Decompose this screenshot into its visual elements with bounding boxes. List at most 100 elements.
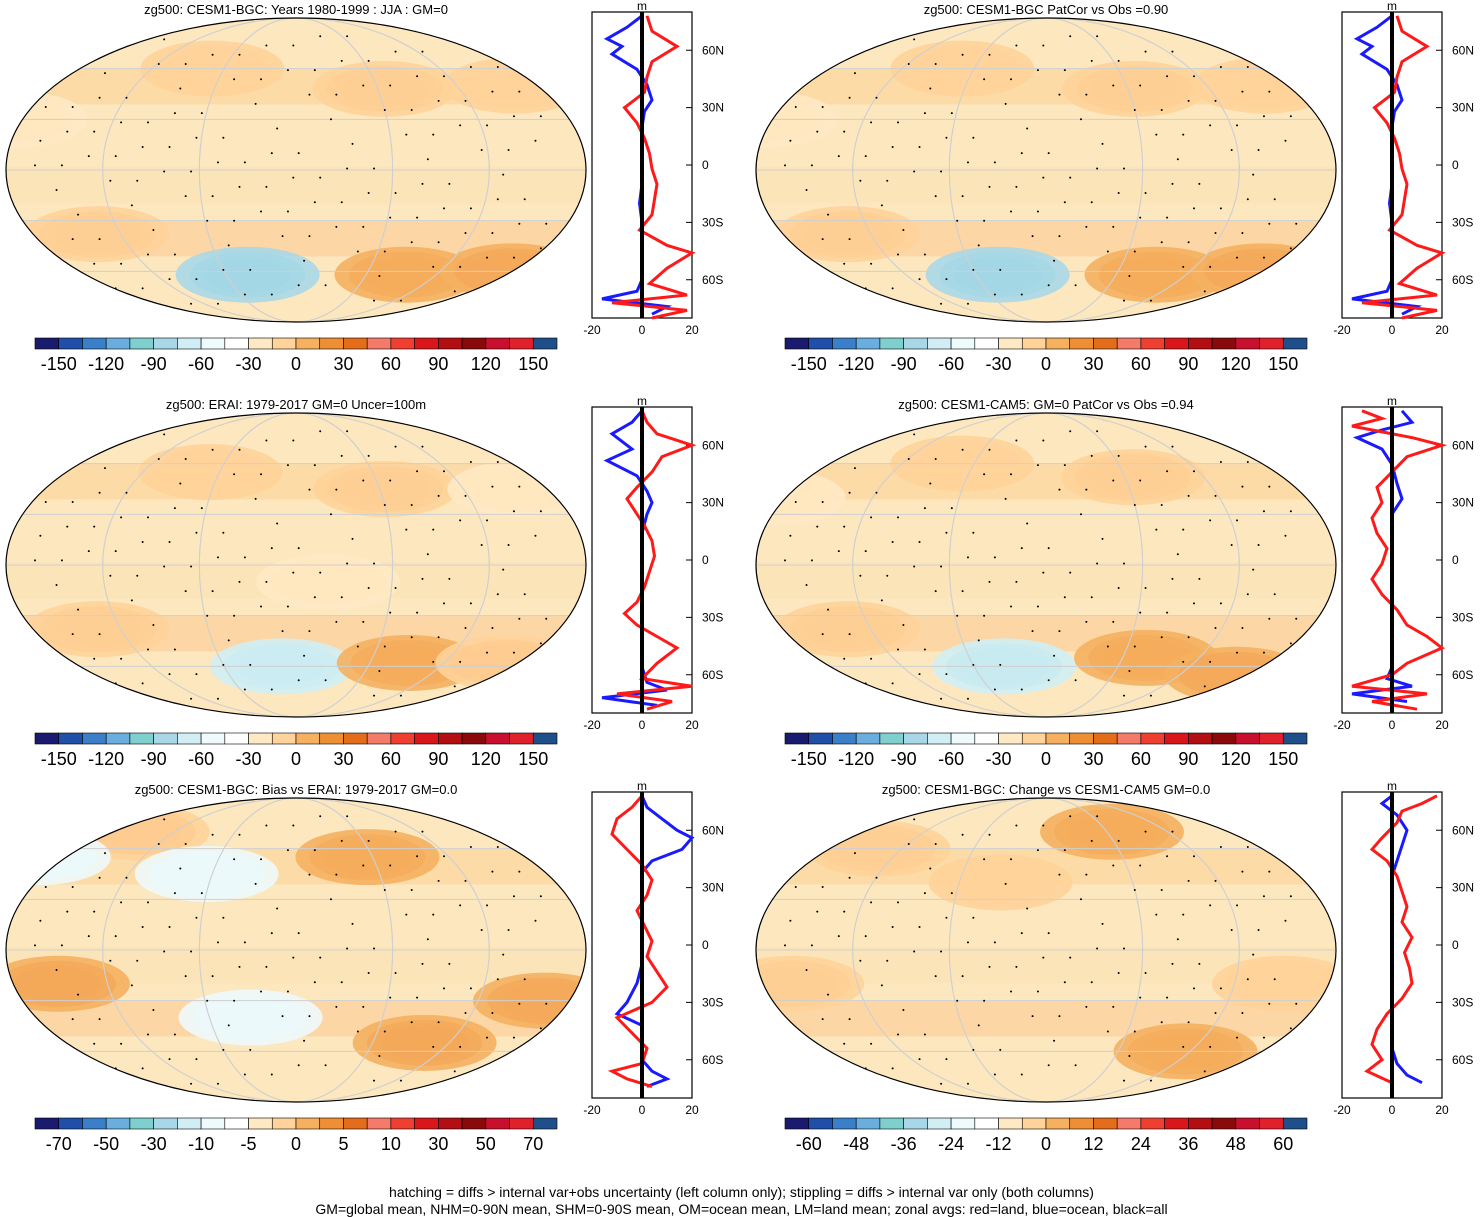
anomaly-blob — [443, 57, 586, 114]
stipple-dot — [260, 605, 263, 608]
stipple-dot — [1171, 962, 1174, 965]
stipple-dot — [389, 996, 392, 999]
stipple-dot — [1289, 642, 1292, 645]
stipple-dot — [93, 1042, 96, 1045]
stipple-dot — [810, 1076, 813, 1079]
stipple-dot — [988, 833, 991, 836]
stipple-dot — [837, 1076, 840, 1079]
stipple-dot — [902, 1008, 905, 1011]
colorbar-tick-label: -60 — [938, 749, 964, 769]
zonal-lat-label: 30N — [1452, 101, 1474, 115]
stipple-dot — [93, 657, 96, 660]
stipple-dot — [211, 195, 214, 198]
stipple-dot — [464, 232, 467, 235]
stipple-dot — [1085, 93, 1088, 96]
stipple-dot — [940, 697, 943, 700]
stipple-dot — [1160, 636, 1163, 639]
stipple-dot — [1133, 645, 1136, 648]
stipple-dot — [222, 916, 225, 919]
stipple-dot — [243, 161, 246, 164]
stipple-dot — [222, 531, 225, 534]
stipple-dot — [426, 938, 429, 941]
stipple-dot — [827, 993, 830, 996]
stipple-dot — [313, 464, 316, 467]
colorbar-tick-label: -60 — [188, 354, 214, 374]
stipple-dot — [496, 461, 499, 464]
colorbar-tick-label: 0 — [291, 749, 301, 769]
stipple-dot — [977, 1024, 980, 1027]
stipple-dot — [292, 956, 295, 959]
stipple-dot — [130, 599, 133, 602]
stipple-dot — [416, 216, 419, 219]
stipple-dot — [1279, 32, 1282, 35]
stipple-dot — [254, 882, 257, 885]
stipple-dot — [71, 105, 74, 108]
colorbar-swatch — [271, 1117, 297, 1130]
zonal-red-line — [616, 410, 697, 711]
stipple-dot — [507, 149, 510, 152]
stipple-dot — [1058, 1015, 1061, 1018]
stipple-dot — [1192, 207, 1195, 210]
stipple-dot — [147, 253, 150, 256]
stipple-dot — [227, 244, 230, 247]
stipple-dot — [286, 605, 289, 608]
panel-title: zg500: CESM1-CAM5: GM=0 PatCor vs Obs =0… — [898, 397, 1194, 412]
stipple-dot — [1010, 605, 1013, 608]
colorbar-tick-label: -150 — [41, 749, 77, 769]
stipple-dot — [238, 833, 241, 836]
stipple-dot — [373, 694, 376, 697]
stipple-dot — [120, 121, 123, 124]
colorbar-tick-label: 30 — [333, 749, 353, 769]
stipple-dot — [297, 284, 300, 287]
stipple-dot — [319, 571, 322, 574]
stipple-dot — [1262, 651, 1265, 654]
zonal-mean-plot: -20 0 20 m 60N 30N 0 30S 60S — [1333, 779, 1474, 1117]
stipple-dot — [934, 195, 937, 198]
stipple-dot — [98, 238, 101, 241]
stipple-dot — [1069, 176, 1072, 179]
stipple-dot — [383, 645, 386, 648]
stipple-dot — [1031, 1015, 1034, 1018]
stipple-dot — [913, 950, 916, 953]
stipple-dot — [141, 925, 144, 928]
stipple-dot — [507, 281, 510, 284]
stipple-dot — [1273, 978, 1276, 981]
stipple-dot — [437, 99, 440, 102]
stipple-dot — [1225, 821, 1228, 824]
colorbar-swatch — [784, 1117, 810, 1130]
stipple-dot — [125, 96, 128, 99]
stipple-dot — [265, 44, 268, 47]
stipple-dot — [60, 691, 63, 694]
stipple-dot — [983, 858, 986, 861]
zonal-lat-label: 60N — [702, 823, 724, 837]
stipple-dot — [416, 470, 419, 473]
stipple-dot — [157, 842, 160, 845]
zonal-shading — [756, 167, 1336, 204]
stipple-dot — [281, 1015, 284, 1018]
stipple-dot — [486, 519, 489, 522]
stipple-dot — [539, 247, 542, 250]
colorbar-swatch — [200, 1117, 226, 1130]
zonal-lat-label: 60N — [702, 43, 724, 57]
stipple-dot — [136, 179, 139, 182]
stipple-dot — [378, 275, 381, 278]
stipple-dot — [848, 238, 851, 241]
stipple-dot — [805, 188, 808, 191]
stipple-dot — [1079, 898, 1082, 901]
colorbar-swatch — [343, 732, 368, 745]
stipple-dot — [545, 476, 548, 479]
stipple-dot — [173, 112, 176, 115]
stipple-dot — [1117, 454, 1120, 457]
stipple-dot — [800, 861, 803, 864]
stipple-dot — [539, 642, 542, 645]
colorbar-swatch — [1069, 1117, 1094, 1130]
colorbar-tick-label: -30 — [986, 749, 1012, 769]
stipple-dot — [539, 510, 542, 513]
zonal-lat-label: 0 — [702, 938, 709, 952]
colorbar-swatch — [414, 1117, 439, 1130]
colorbar-tick-label: 24 — [1131, 1134, 1151, 1154]
stipple-dot — [550, 451, 553, 454]
stipple-dot — [173, 253, 176, 256]
stipple-dot — [55, 968, 58, 971]
stipple-dot — [313, 69, 316, 72]
